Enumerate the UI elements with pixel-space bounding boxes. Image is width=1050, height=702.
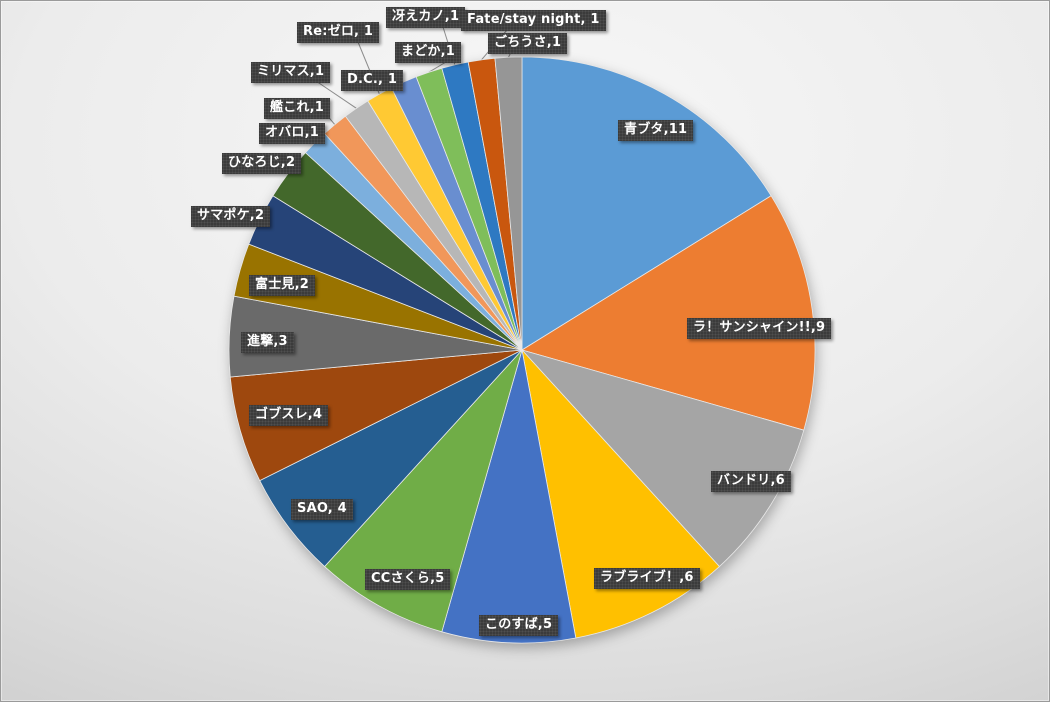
pie-data-label-8: 進撃,3 [241,332,294,353]
pie-slice-20 [494,56,523,351]
pie-slice-4 [441,349,577,644]
pie-data-label-7: ゴブスレ,4 [249,405,329,426]
pie-data-label-18: 冴えカノ,1 [386,7,466,28]
pie-data-label-1: ラ！サンシャイン!!,9 [687,318,832,339]
pie-data-label-20: ごちうさ,1 [488,33,568,54]
pie-data-label-5: CCさくら,5 [365,569,451,590]
pie-data-label-15: Re:ゼロ, 1 [297,22,380,43]
pie-data-label-14: ミリマス,1 [251,62,331,83]
pie-data-label-2: バンドリ,6 [711,471,791,492]
pie-data-label-6: SAO, 4 [291,499,353,520]
pie-data-label-11: ひなろじ,2 [222,153,302,174]
pie-data-label-13: 艦これ,1 [264,98,330,119]
pie-slice-2 [520,349,805,568]
pie-data-label-16: D.C., 1 [341,70,404,91]
pie-data-label-10: サマポケ,2 [191,206,271,227]
pie-data-label-19: Fate/stay night, 1 [461,10,606,31]
pie-slice-3 [521,348,720,639]
leader-line-14 [312,78,357,109]
pie-data-label-3: ラブライブ！,6 [594,568,700,589]
pie-data-label-4: このすば,5 [479,615,559,636]
pie-data-label-0: 青ブタ,11 [618,120,694,141]
pie-data-label-17: まどか,1 [395,42,461,63]
pie-data-label-12: オバロ,1 [259,123,325,144]
pie-slice-1 [521,195,816,431]
pie-slices [228,56,816,644]
leader-line-17 [428,61,447,73]
pie-slice-0 [521,56,772,351]
pie-slice-5 [324,349,523,633]
pie-data-label-9: 富士見,2 [249,275,315,296]
